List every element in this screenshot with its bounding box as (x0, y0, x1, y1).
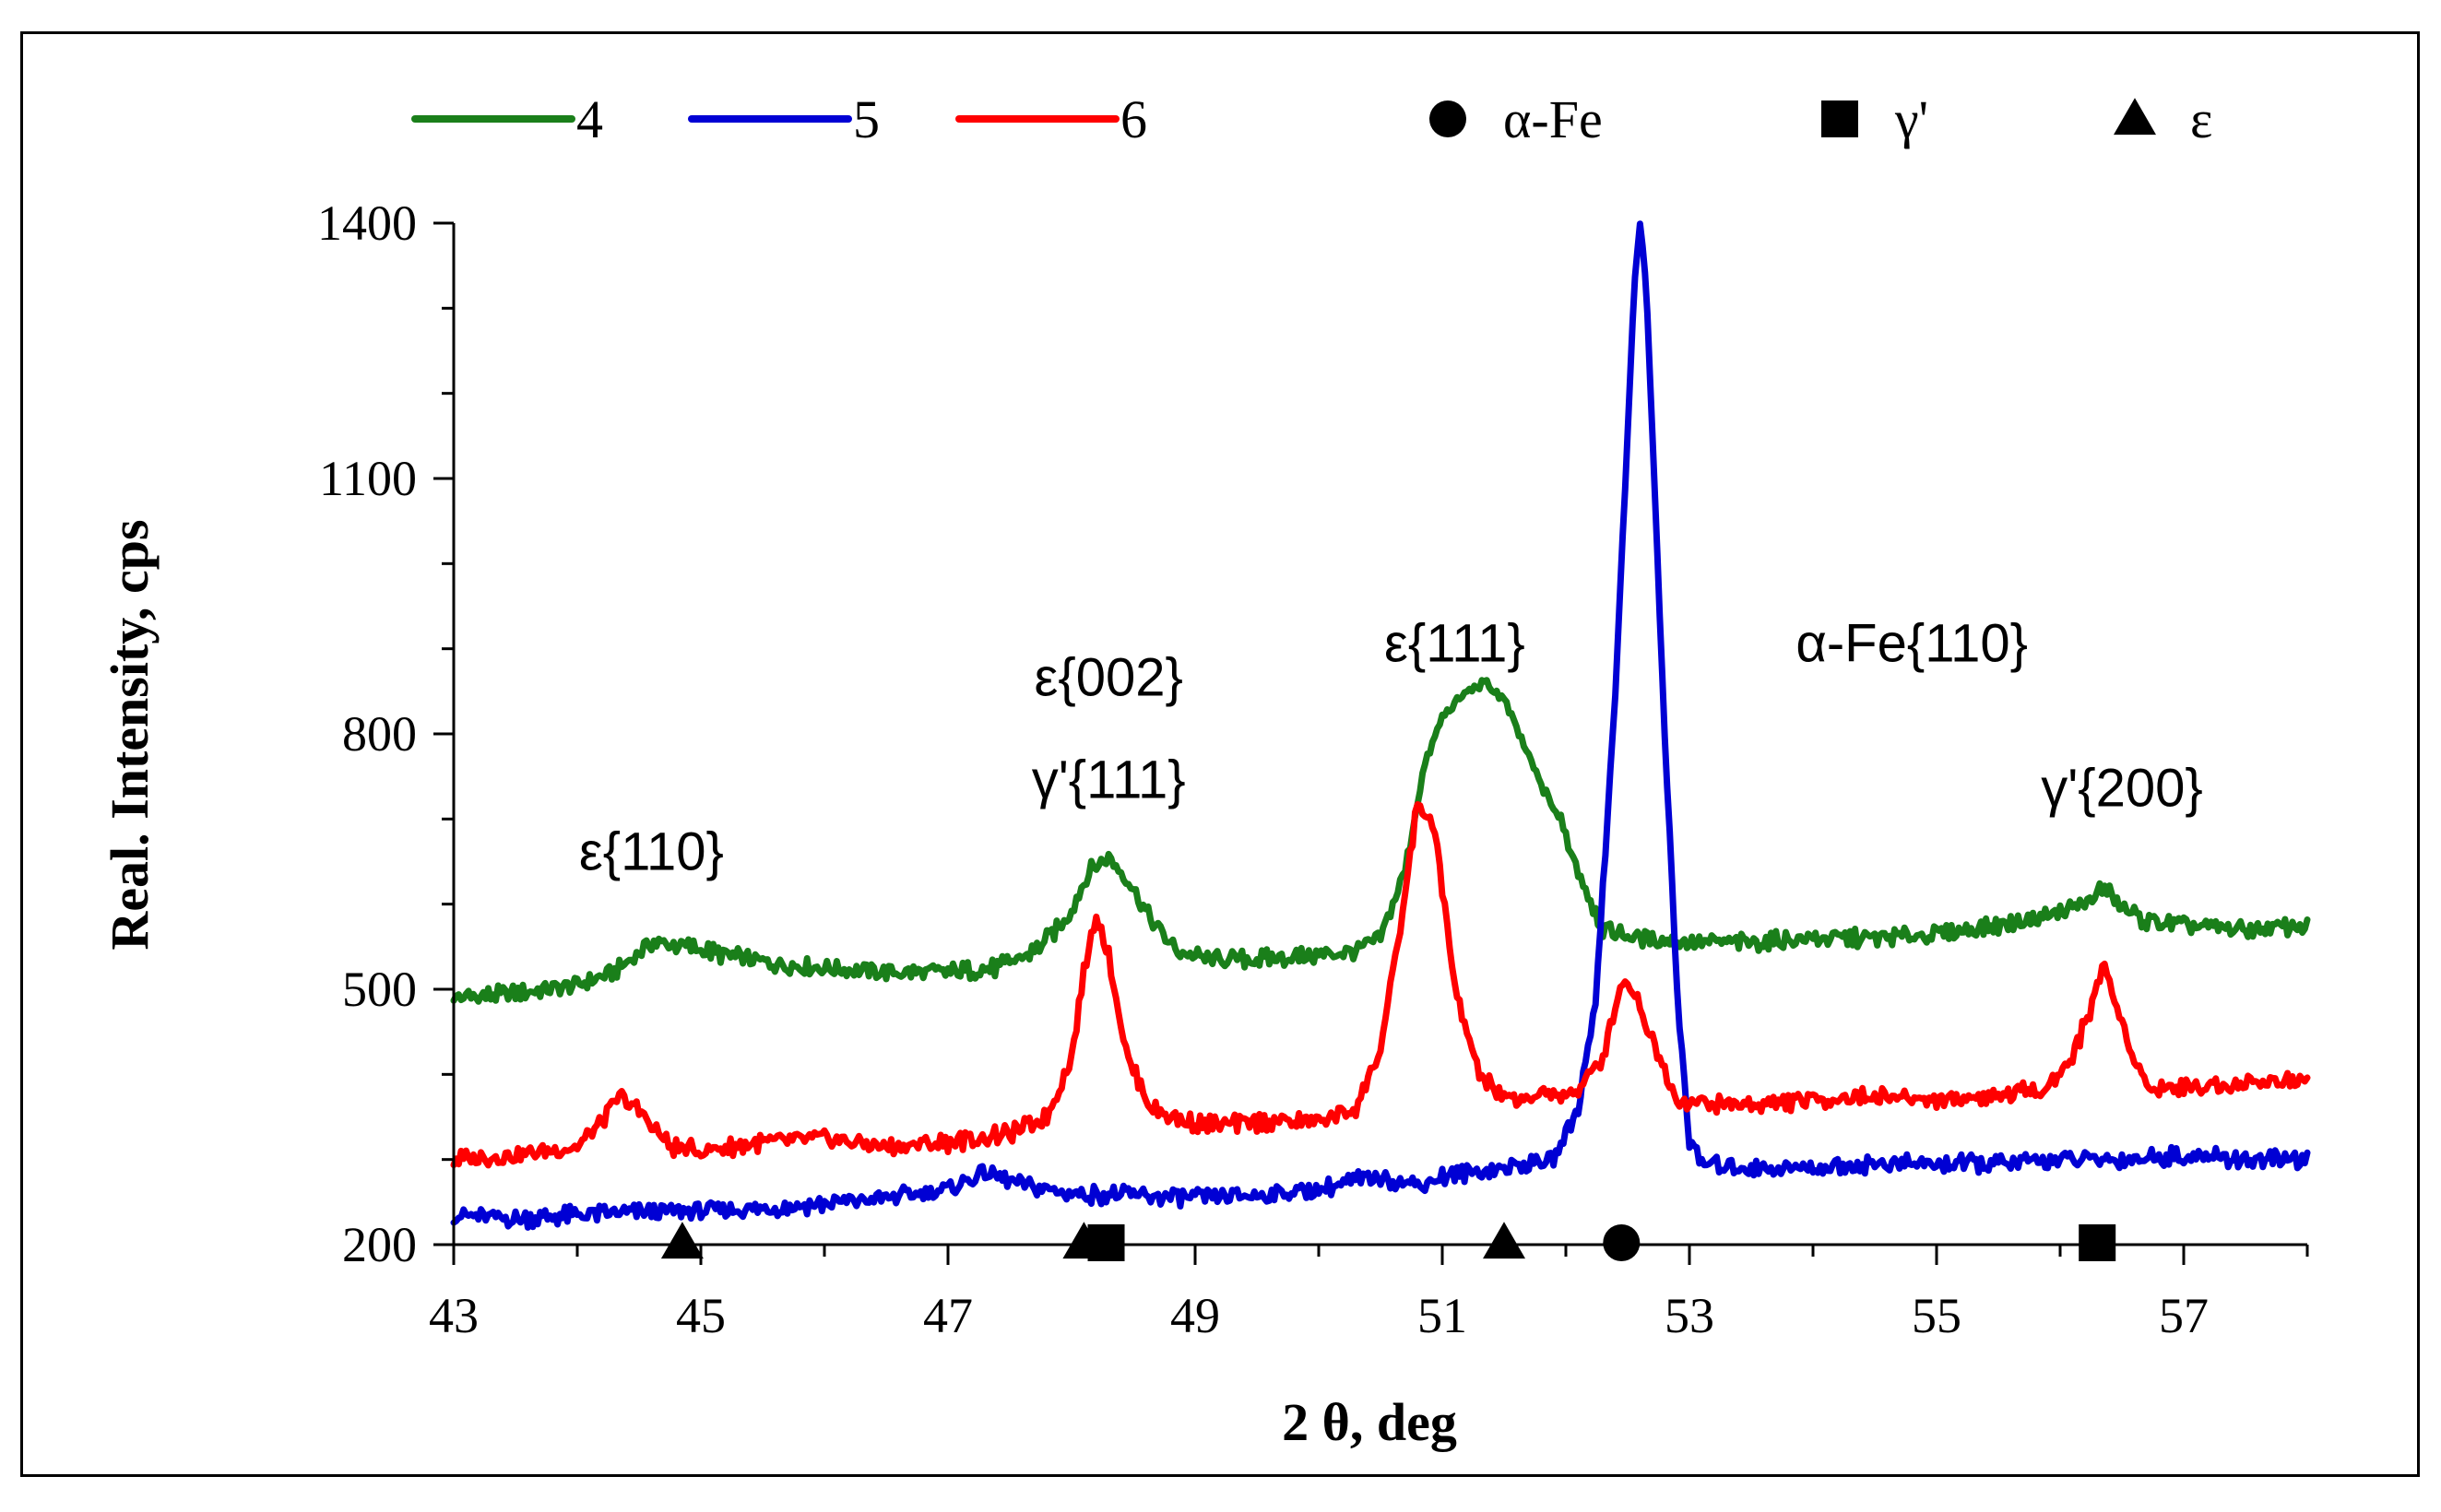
x-tick-label-51: 51 (1417, 1288, 1467, 1343)
alpha-fe-marker (1603, 1224, 1641, 1261)
legend-label-x: ε (2190, 89, 2212, 149)
y-tick-label-200: 200 (342, 1217, 417, 1272)
series-line-5 (450, 220, 2311, 1231)
x-tick-label-45: 45 (676, 1288, 726, 1343)
legend: 4 5 6 α-Fe γ' ε (411, 89, 2212, 149)
series-layer (450, 220, 2311, 1231)
x-axis-label: 2 θ, deg (1282, 1392, 1457, 1452)
legend-item-x: γ' (1821, 89, 1928, 149)
y-tick-label-500: 500 (342, 962, 417, 1017)
gamma-prime-marker (2079, 1224, 2116, 1261)
legend-item-5: 5 (688, 89, 880, 149)
gamma-prime-marker (1087, 1224, 1125, 1261)
legend-symbol-x (1821, 100, 1858, 137)
legend-label-5: 5 (853, 89, 880, 149)
y-axis-label: Real. Intensity, cps (100, 519, 160, 950)
legend-label-x: γ' (1894, 89, 1928, 149)
y-tick-label-1400: 1400 (317, 195, 417, 251)
peak-label-111: ε{111} (1384, 614, 1525, 674)
legend-item-4: 4 (411, 89, 603, 149)
x-tick-label-53: 53 (1665, 1288, 1714, 1343)
peak-label-111: γ'{111} (1032, 750, 1186, 809)
chart-frame: 4 5 6 α-Fe γ' ε 43 45 47 49 51 53 55 57 200 500 800 1100… (20, 31, 2420, 1477)
legend-label-4: 4 (576, 89, 603, 149)
peak-label-002: ε{002} (1035, 647, 1183, 707)
ticks: 43 45 47 49 51 53 55 57 200 500 800 1100 1400 (317, 195, 2309, 1343)
epsilon-marker (1483, 1222, 1525, 1259)
peak-annotations: ε{110} ε{002} γ'{111} ε{111} α-Fe{110} γ'{200… (579, 614, 2203, 882)
peak-label-110: ε{110} (579, 822, 724, 882)
series-line-4 (450, 677, 2311, 1005)
y-tick-label-800: 800 (342, 706, 417, 762)
epsilon-marker (660, 1222, 704, 1259)
legend-label-6: 6 (1120, 89, 1147, 149)
x-tick-label-43: 43 (429, 1288, 479, 1343)
x-tick-label-49: 49 (1170, 1288, 1220, 1343)
y-tick-label-1100: 1100 (319, 451, 417, 506)
legend-item-6: 6 (955, 89, 1147, 149)
legend-symbol-fe (1429, 100, 1466, 137)
x-tick-label-57: 57 (2159, 1288, 2209, 1343)
x-tick-label-47: 47 (923, 1288, 973, 1343)
x-tick-label-55: 55 (1912, 1288, 1961, 1343)
legend-item-fe: α-Fe (1429, 89, 1603, 149)
peak-label-fe-110: α-Fe{110} (1795, 614, 2028, 674)
series-line-6 (450, 801, 2311, 1169)
peak-label-200: γ'{200} (2041, 758, 2203, 818)
legend-label-fe: α-Fe (1503, 89, 1603, 149)
phase-markers (660, 1222, 2116, 1261)
xrd-chart: 4 5 6 α-Fe γ' ε 43 45 47 49 51 53 55 572005008001100… (100, 89, 2311, 1452)
legend-item-x: ε (2114, 89, 2212, 149)
legend-symbol-x (2114, 98, 2156, 136)
